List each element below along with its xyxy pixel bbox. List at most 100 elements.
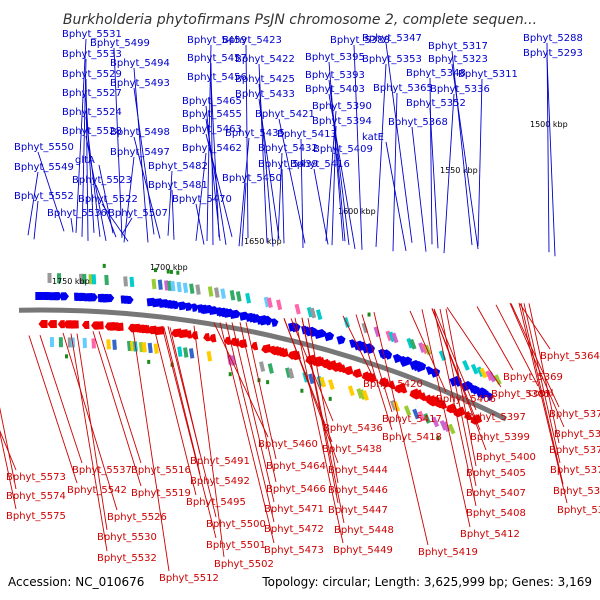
plus-gene-label[interactable]: Bphyt_5531 [62, 29, 122, 40]
minus-strand-gene[interactable] [68, 320, 79, 329]
minus-gene-label[interactable]: Bphyt_5400 [476, 452, 536, 463]
minus-gene-label[interactable]: Bphyt_5575 [6, 511, 66, 522]
plus-gene-label[interactable]: Bphyt_5482 [148, 161, 208, 172]
minus-gene-label[interactable]: Bphyt_5530 [97, 532, 157, 543]
plus-gene-label[interactable]: Bphyt_5352 [406, 98, 466, 109]
minus-gene-label[interactable]: Bphyt_5473 [264, 545, 324, 556]
minus-gene-label[interactable]: Bphyt_5379 [550, 465, 600, 476]
plus-strand-gene[interactable] [55, 292, 63, 301]
minus-gene-label[interactable]: Bphyt_5491 [190, 456, 250, 467]
plus-strand-gene[interactable] [399, 355, 414, 367]
minus-strand-gene[interactable] [176, 329, 189, 339]
plus-strand-gene[interactable] [430, 367, 442, 378]
minus-gene-label[interactable]: Bphyt_5512 [159, 573, 219, 584]
plus-gene-label[interactable]: Bphyt_5422 [235, 54, 295, 65]
minus-strand-gene[interactable] [38, 319, 48, 329]
minus-gene-label[interactable]: Bphyt_5542 [67, 485, 127, 496]
plus-gene-label[interactable]: Bphyt_5497 [110, 147, 170, 158]
plus-gene-label[interactable]: Bphyt_5528 [62, 126, 122, 137]
minus-gene-label[interactable]: Bphyt_5466 [266, 484, 326, 495]
minus-strand-gene[interactable] [114, 322, 124, 332]
plus-strand-gene[interactable] [102, 294, 115, 303]
plus-strand-gene[interactable] [184, 302, 194, 312]
minus-gene-label[interactable]: Bphyt_5500 [206, 519, 266, 530]
minus-gene-label[interactable]: Bphyt_5574 [6, 491, 66, 502]
plus-gene-label[interactable]: Bphyt_5433 [235, 89, 295, 100]
minus-strand-gene[interactable] [185, 330, 193, 339]
minus-gene-label[interactable]: Bphyt_5472 [264, 524, 324, 535]
plus-gene-label[interactable]: Bphyt_5533 [62, 49, 122, 60]
plus-gene-label[interactable]: Bphyt_5368 [388, 117, 448, 128]
plus-gene-label[interactable]: Bphyt_5457 [187, 53, 247, 64]
plus-gene-label[interactable]: Bphyt_5421 [255, 109, 315, 120]
plus-strand-gene[interactable] [265, 316, 273, 326]
minus-strand-gene[interactable] [202, 332, 211, 342]
minus-gene-label[interactable]: Bphyt_5537 [72, 465, 132, 476]
plus-gene-label[interactable]: Bphyt_5336 [430, 84, 490, 95]
minus-gene-label[interactable]: Bphyt_5405 [466, 468, 526, 479]
minus-gene-label[interactable]: Bphyt_5407 [466, 488, 526, 499]
minus-gene-label[interactable]: Bphyt_5448 [334, 525, 394, 536]
minus-gene-label[interactable]: Bphyt_5399 [470, 432, 530, 443]
minus-strand-gene[interactable] [351, 368, 363, 378]
plus-gene-label[interactable]: Bphyt_5459 [187, 35, 247, 46]
plus-gene-label[interactable]: Bphyt_5403 [305, 84, 365, 95]
minus-strand-gene[interactable] [398, 384, 408, 395]
plus-gene-label[interactable]: Bphyt_5470 [172, 194, 232, 205]
minus-gene-label[interactable]: Bphyt_5573 [6, 472, 66, 483]
plus-strand-gene[interactable] [229, 309, 242, 320]
minus-strand-gene[interactable] [223, 336, 232, 346]
minus-gene-label[interactable]: Bphyt_5436 [323, 423, 383, 434]
plus-strand-gene[interactable] [392, 353, 403, 364]
plus-gene-label[interactable]: Bphyt_5388 [330, 35, 390, 46]
plus-gene-label[interactable]: Bphyt_5523 [72, 175, 132, 186]
plus-gene-label[interactable]: Bphyt_5347 [362, 33, 422, 44]
plus-gene-label[interactable]: Bphyt_5423 [222, 35, 282, 46]
minus-strand-gene[interactable] [47, 320, 57, 329]
minus-strand-gene[interactable] [190, 331, 199, 340]
minus-gene-label[interactable]: Bphyt_5417 [382, 414, 442, 425]
minus-strand-gene[interactable] [250, 341, 259, 351]
plus-gene-label[interactable]: Bphyt_5463 [182, 124, 242, 135]
plus-gene-label[interactable]: Bphyt_5549 [14, 162, 74, 173]
minus-gene-label[interactable]: Bphyt_5495 [186, 497, 246, 508]
minus-gene-label[interactable]: Bphyt_5492 [190, 476, 250, 487]
plus-strand-gene[interactable] [478, 388, 491, 399]
plus-strand-gene[interactable] [178, 301, 188, 311]
minus-gene-label[interactable]: Bphyt_5438 [322, 444, 382, 455]
minus-strand-gene[interactable] [208, 333, 217, 343]
plus-strand-gene[interactable] [60, 292, 69, 301]
plus-gene-label[interactable]: Bphyt_5416 [290, 159, 350, 170]
plus-strand-gene[interactable] [323, 331, 335, 342]
minus-gene-label[interactable]: Bphyt_5418 [382, 432, 442, 443]
minus-gene-label[interactable]: Bphyt_5372 [554, 429, 600, 440]
minus-gene-label[interactable]: Bphyt_5464 [266, 461, 326, 472]
minus-gene-label[interactable]: Bphyt_5447 [328, 505, 388, 516]
plus-gene-label[interactable]: Bphyt_5311 [458, 69, 518, 80]
plus-gene-label[interactable]: Bphyt_5365 [373, 83, 433, 94]
plus-gene-label[interactable]: Bphyt_5481 [148, 180, 208, 191]
plus-gene-label[interactable]: Bphyt_5432 [258, 143, 318, 154]
plus-strand-gene[interactable] [313, 328, 327, 340]
plus-gene-label[interactable]: Bphyt_5409 [313, 144, 373, 155]
minus-gene-label[interactable]: Bphyt_5378 [549, 445, 600, 456]
plus-gene-label[interactable]: Bphyt_5498 [110, 127, 170, 138]
plus-gene-label[interactable]: Bphyt_5288 [523, 33, 583, 44]
minus-strand-gene[interactable] [57, 320, 65, 329]
plus-gene-label[interactable]: Bphyt_5394 [312, 116, 372, 127]
minus-gene-label[interactable]: Bphyt_5519 [131, 488, 191, 499]
minus-gene-label[interactable]: Bphyt_5502 [214, 559, 274, 570]
minus-strand-gene[interactable] [381, 378, 391, 388]
plus-gene-label[interactable]: Bphyt_5552 [14, 191, 74, 202]
minus-gene-label[interactable]: Bphyt_5408 [466, 508, 526, 519]
minus-gene-label[interactable]: Bphyt_5381 [557, 505, 600, 516]
minus-gene-label[interactable]: Bphyt_5460 [258, 439, 318, 450]
minus-gene-label[interactable]: Bphyt_5364 [540, 351, 600, 362]
plus-gene-label[interactable]: Bphyt_5462 [182, 143, 242, 154]
minus-gene-label[interactable]: cobH [528, 388, 553, 399]
minus-gene-label[interactable]: Bphyt_5532 [97, 553, 157, 564]
plus-gene-label[interactable]: Bphyt_5524 [62, 107, 122, 118]
minus-gene-label[interactable]: Bphyt_5369 [503, 372, 563, 383]
minus-gene-label[interactable]: Bphyt_5471 [264, 504, 324, 515]
plus-gene-label[interactable]: Bphyt_5529 [62, 69, 122, 80]
